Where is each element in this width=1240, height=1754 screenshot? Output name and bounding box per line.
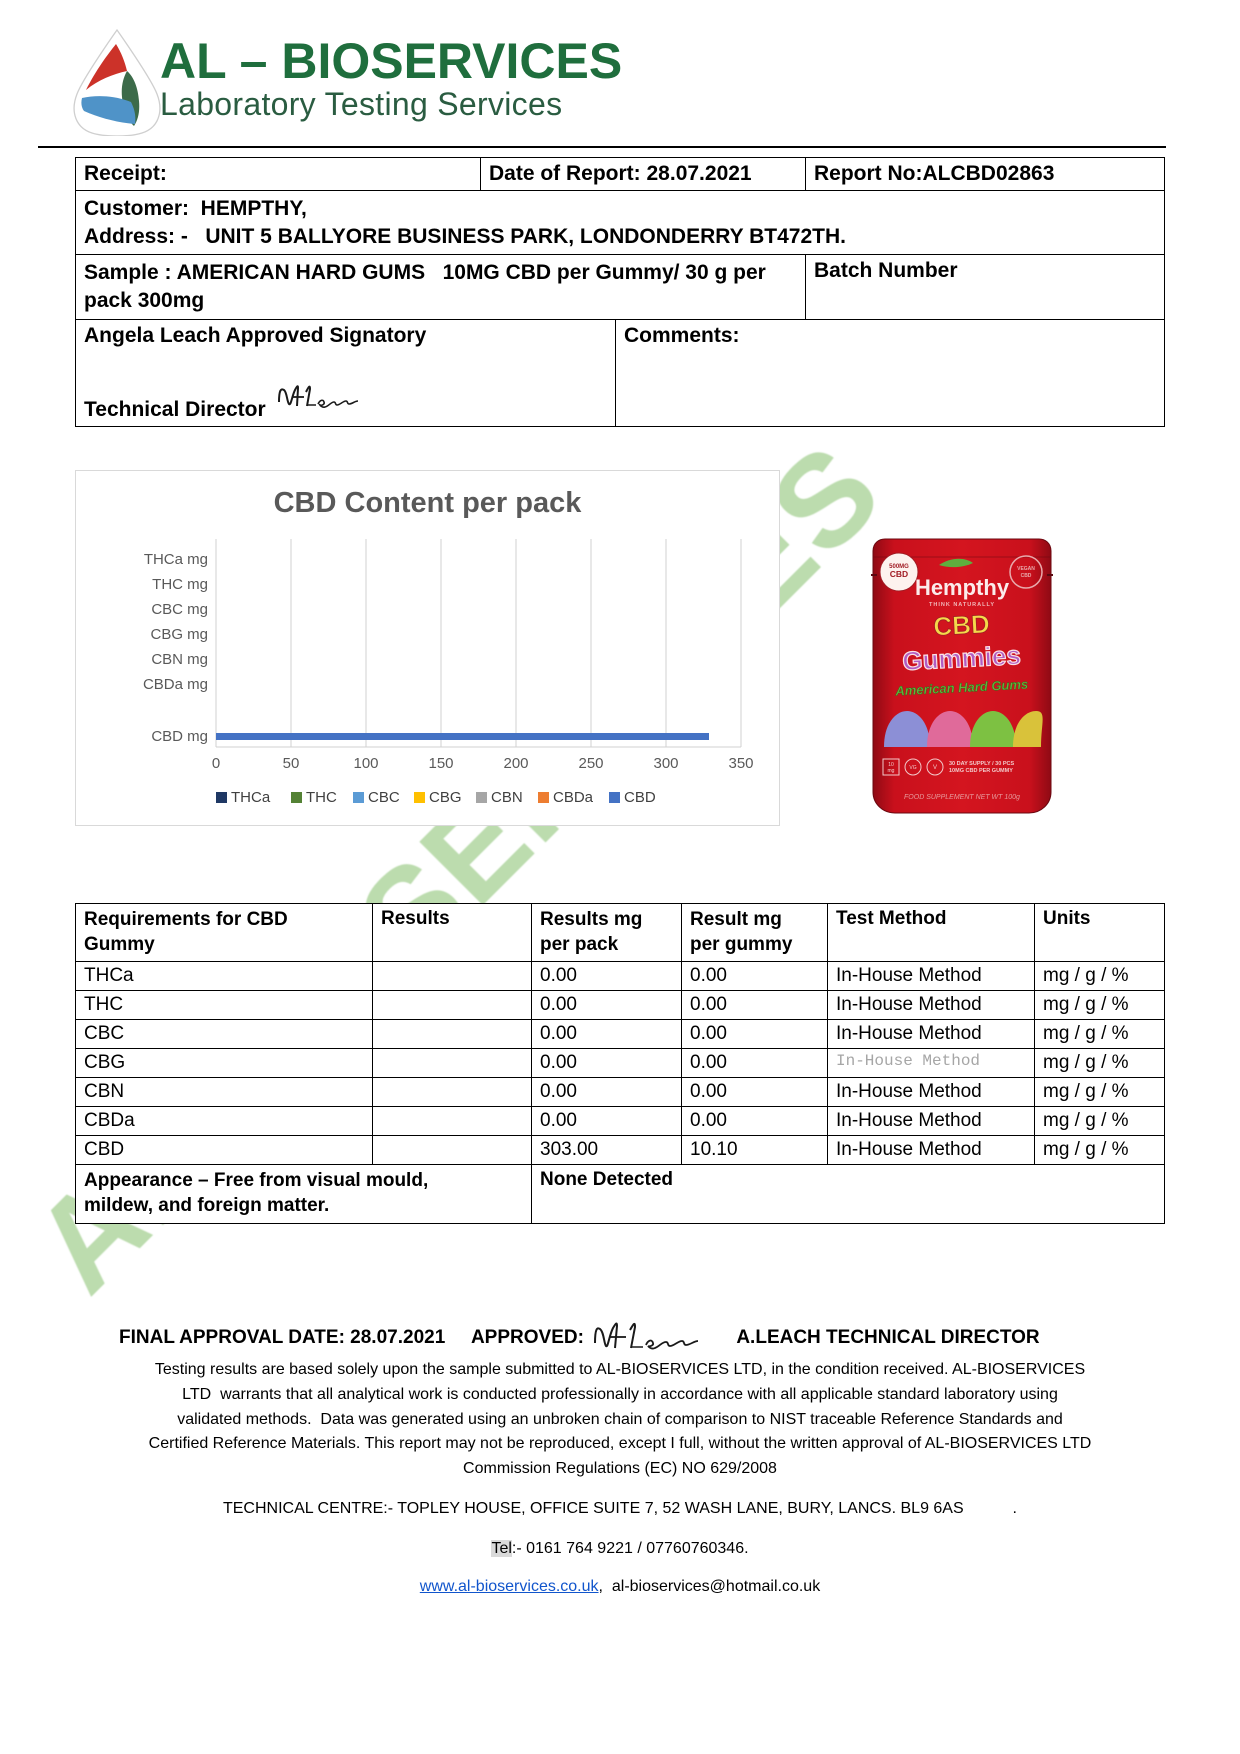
svg-text:THCa: THCa bbox=[231, 789, 271, 806]
svg-text:mg: mg bbox=[888, 768, 895, 774]
svg-text:THINK NATURALLY: THINK NATURALLY bbox=[929, 602, 995, 608]
svg-text:CBN: CBN bbox=[491, 789, 523, 806]
svg-text:150: 150 bbox=[428, 755, 453, 772]
svg-text:CBD: CBD bbox=[890, 569, 908, 579]
svg-text:CBDa: CBDa bbox=[553, 789, 594, 806]
svg-text:CBC: CBC bbox=[368, 789, 400, 806]
svg-text:CBDa mg: CBDa mg bbox=[143, 676, 208, 693]
svg-text:CBG: CBG bbox=[429, 789, 462, 806]
svg-text:Hempthy: Hempthy bbox=[915, 575, 1010, 600]
svg-text:VEGAN: VEGAN bbox=[1017, 566, 1035, 572]
svg-text:250: 250 bbox=[578, 755, 603, 772]
svg-text:200: 200 bbox=[503, 755, 528, 772]
svg-text:10MG CBD PER GUMMY: 10MG CBD PER GUMMY bbox=[949, 768, 1013, 774]
svg-text:CBD: CBD bbox=[933, 609, 991, 642]
svg-text:350: 350 bbox=[728, 755, 753, 772]
svg-text:THC mg: THC mg bbox=[152, 576, 208, 593]
svg-text:THC: THC bbox=[306, 789, 337, 806]
svg-text:V: V bbox=[933, 765, 937, 771]
svg-text:CBD: CBD bbox=[624, 789, 656, 806]
svg-text:CBG mg: CBG mg bbox=[150, 626, 208, 643]
svg-text:CBC mg: CBC mg bbox=[151, 601, 208, 618]
svg-text:100: 100 bbox=[353, 755, 378, 772]
svg-text:Gummies: Gummies bbox=[902, 640, 1022, 676]
svg-text:CBN mg: CBN mg bbox=[151, 651, 208, 668]
svg-text:300: 300 bbox=[653, 755, 678, 772]
svg-text:30 DAY SUPPLY / 30 PCS: 30 DAY SUPPLY / 30 PCS bbox=[949, 761, 1014, 767]
svg-text:50: 50 bbox=[283, 755, 300, 772]
svg-text:VG: VG bbox=[909, 765, 916, 771]
svg-text:0: 0 bbox=[212, 755, 220, 772]
svg-text:CBD: CBD bbox=[1021, 573, 1032, 579]
svg-text:THCa mg: THCa mg bbox=[144, 551, 208, 568]
svg-text:CBD mg: CBD mg bbox=[151, 728, 208, 745]
svg-text:FOOD SUPPLEMENT NET WT 100g: FOOD SUPPLEMENT NET WT 100g bbox=[904, 794, 1020, 801]
